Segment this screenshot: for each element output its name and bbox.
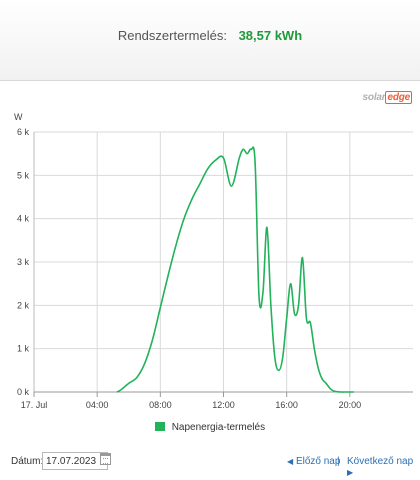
y-tick-label: 6 k: [17, 127, 30, 137]
chart-legend[interactable]: Napenergia-termelés: [0, 422, 420, 433]
chevron-left-icon: ◀: [287, 457, 294, 466]
system-production-summary: Rendszertermelés: 38,57 kWh: [0, 28, 420, 43]
series-line-production: [116, 146, 354, 393]
y-tick-label: 2 k: [17, 300, 30, 310]
x-tick-label: 04:00: [86, 400, 109, 410]
y-tick-label: 4 k: [17, 214, 30, 224]
legend-label: Napenergia-termelés: [171, 422, 266, 433]
date-navigation-bar: Dátum: ◀ Előző nap | Következő nap ▶: [0, 450, 420, 477]
previous-day-link[interactable]: ◀ Előző nap: [287, 456, 340, 467]
date-input[interactable]: [42, 452, 108, 470]
y-tick-label: 3 k: [17, 257, 30, 267]
x-tick-label: 17. Jul: [21, 400, 48, 410]
production-value: 38,57 kWh: [238, 28, 303, 43]
logo-text-solar: solar: [362, 92, 386, 103]
legend-swatch: [154, 422, 165, 431]
production-label: Rendszertermelés:: [117, 28, 227, 43]
y-tick-label: 1 k: [17, 344, 30, 354]
nav-separator: |: [337, 456, 340, 467]
y-axis-label: W: [14, 112, 23, 122]
chevron-right-icon: ▶: [347, 468, 354, 477]
logo-text-edge: edge: [385, 91, 412, 104]
production-chart: 0 k 1 k 2 k 3 k 4 k 5 k 6 k 17. Jul 04:00 08:00 12…: [14, 112, 413, 410]
next-day-label: Következő nap: [347, 456, 414, 467]
previous-day-label: Előző nap: [295, 456, 341, 467]
y-tick-label: 0 k: [17, 387, 30, 397]
y-tick-label: 5 k: [17, 170, 30, 180]
x-tick-label: 12:00: [212, 400, 235, 410]
header-bar: Rendszertermelés: 38,57 kWh: [0, 0, 420, 81]
solaredge-logo: solar edge: [362, 91, 412, 104]
x-tick-label: 08:00: [149, 400, 172, 410]
date-label: Dátum:: [11, 456, 44, 467]
x-tick-label: 20:00: [339, 400, 362, 410]
next-day-link[interactable]: Következő nap ▶: [347, 456, 420, 478]
calendar-icon[interactable]: [100, 453, 111, 465]
x-tick-label: 16:00: [275, 400, 298, 410]
